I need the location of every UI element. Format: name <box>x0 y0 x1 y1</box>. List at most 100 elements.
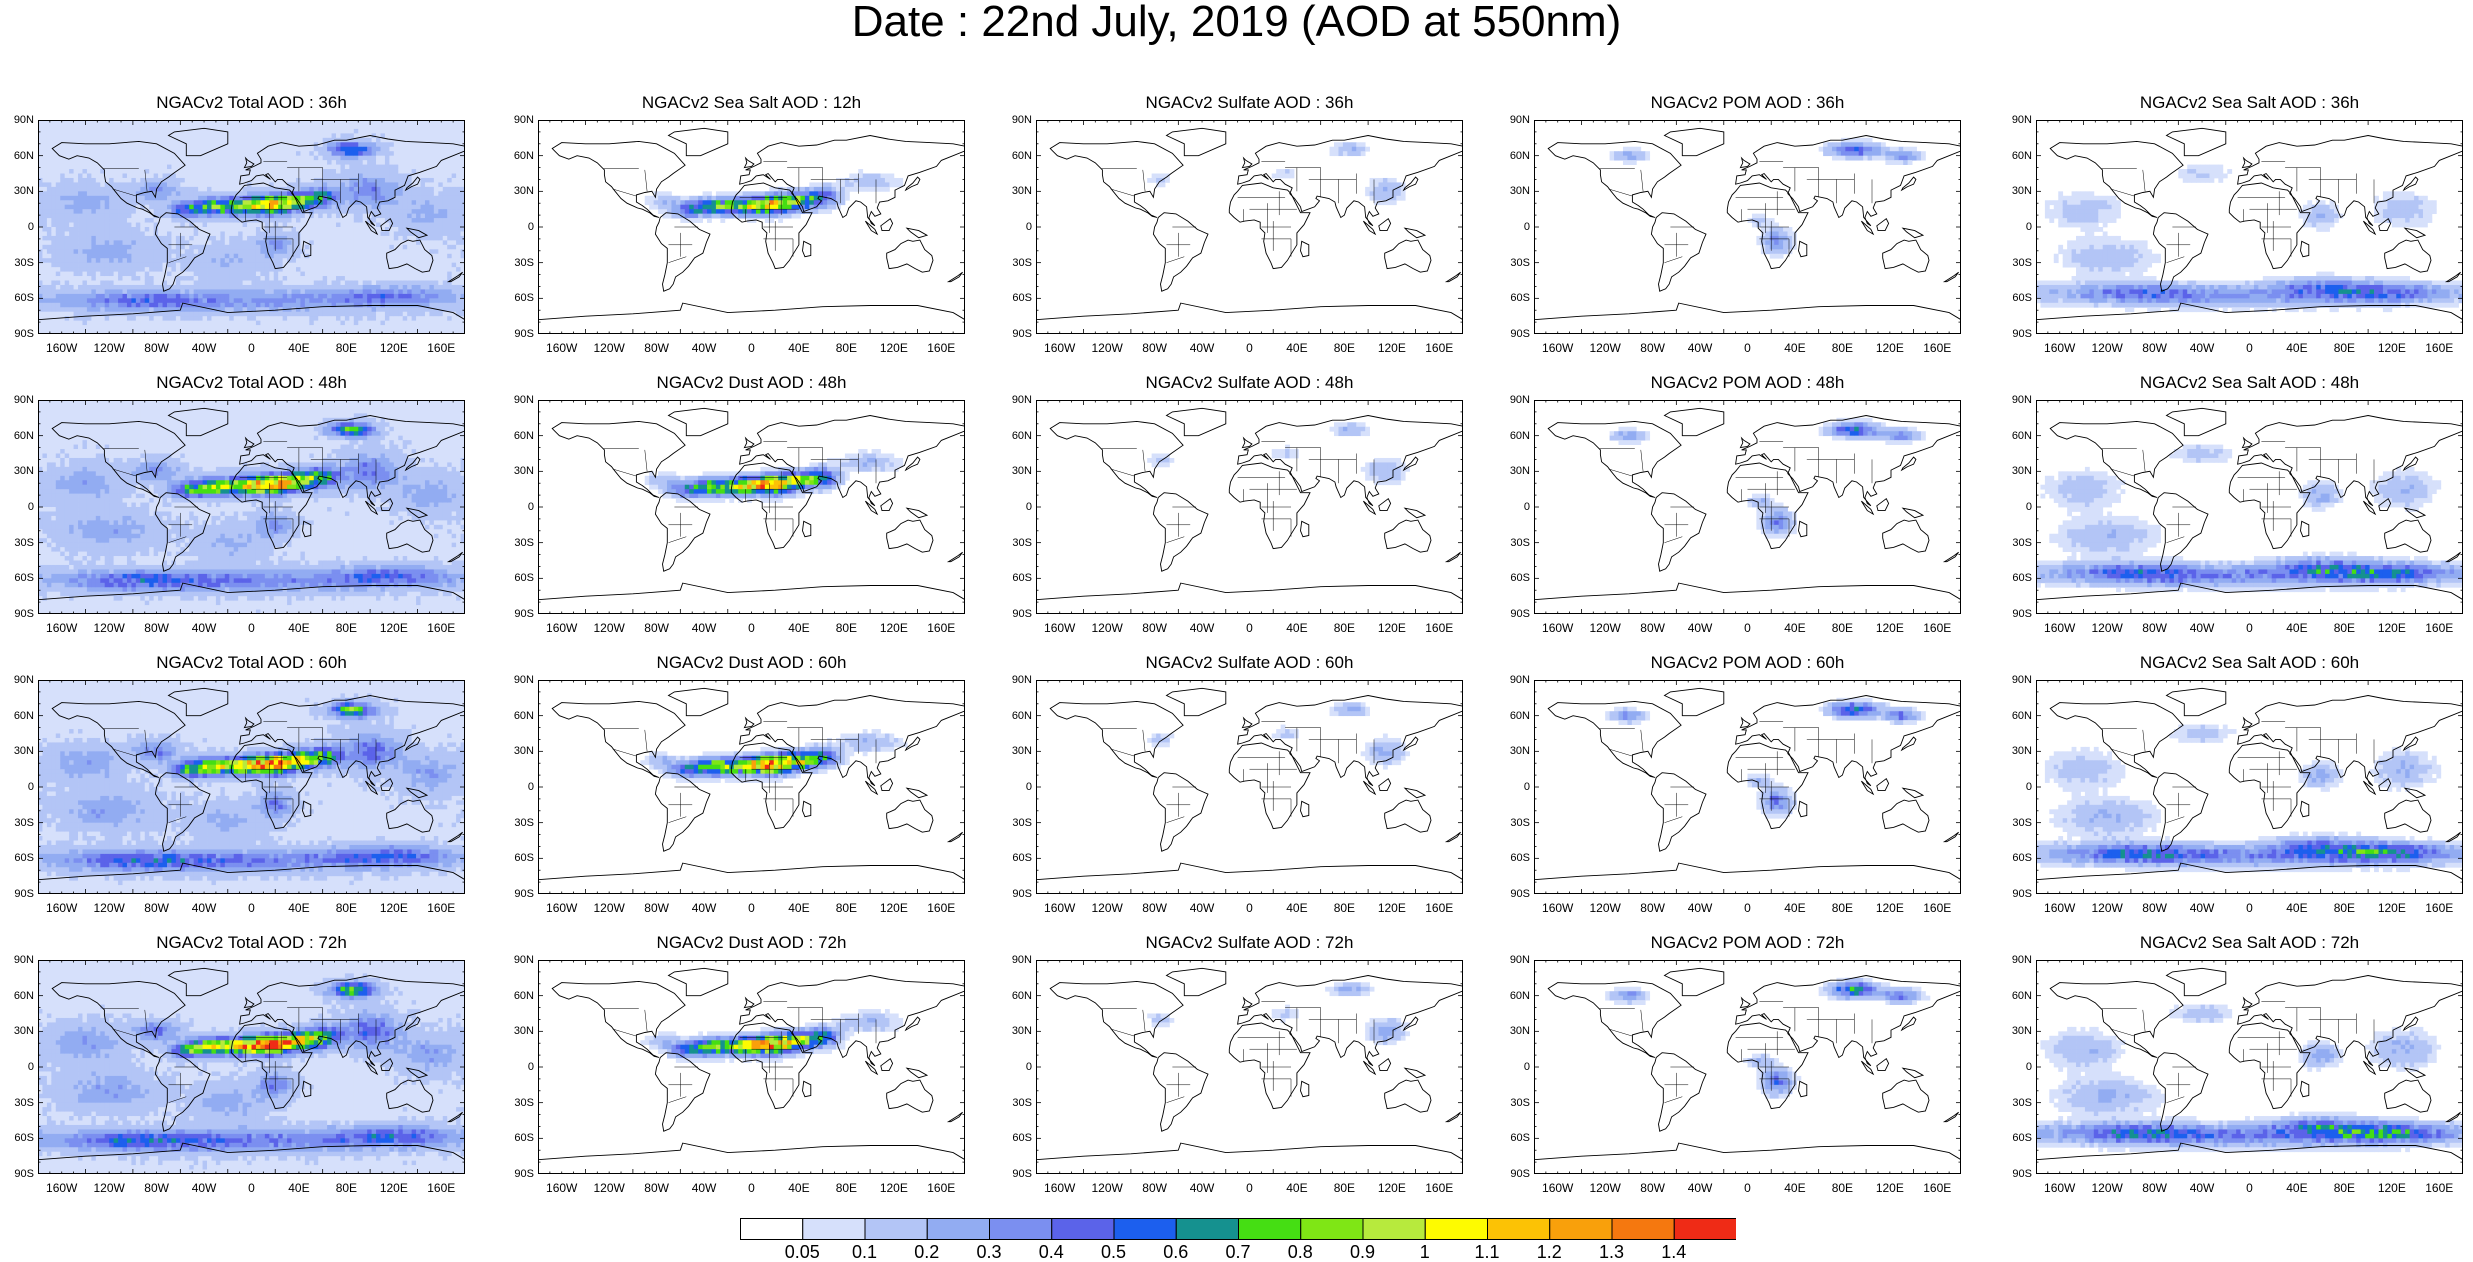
lon-tick-label: 80E <box>324 902 368 915</box>
lat-tick-label: 90N <box>1002 394 1032 406</box>
aod-map <box>1036 960 1463 1174</box>
lon-tick-label: 40W <box>1180 622 1224 635</box>
lat-tick-label: 60N <box>4 710 34 722</box>
colorbar-swatch <box>865 1219 927 1240</box>
lat-tick-label: 60N <box>2002 150 2032 162</box>
map-frame <box>539 681 965 894</box>
colorbar-label: 1.4 <box>1649 1243 1699 1261</box>
lon-tick-label: 120W <box>1085 342 1129 355</box>
coastlines <box>1036 968 1463 1174</box>
map-ticks <box>538 400 965 614</box>
lon-tick-label: 80E <box>324 342 368 355</box>
panel-title: NGACv2 Sea Salt AOD : 48h <box>2016 374 2473 392</box>
lat-tick-label: 90N <box>1002 674 1032 686</box>
lon-tick-label: 120E <box>372 902 416 915</box>
map-frame <box>539 121 965 334</box>
lat-tick-label: 60N <box>1002 710 1032 722</box>
panel-title: NGACv2 Sulfate AOD : 60h <box>1016 654 1483 672</box>
lon-tick-label: 40E <box>2275 342 2319 355</box>
lat-tick-label: 90S <box>1500 328 1530 340</box>
colorbar-swatch <box>1425 1219 1487 1240</box>
lon-tick-label: 40E <box>1773 902 1817 915</box>
lat-tick-label: 30S <box>504 537 534 549</box>
lat-tick-label: 90S <box>1002 1168 1032 1180</box>
lon-tick-label: 160W <box>540 342 584 355</box>
lat-tick-label: 30S <box>1002 537 1032 549</box>
lat-tick-label: 30S <box>4 1097 34 1109</box>
lon-tick-label: 0 <box>730 342 774 355</box>
lon-tick-label: 160E <box>419 622 463 635</box>
aod-field <box>645 449 903 503</box>
lat-tick-label: 30N <box>1002 465 1032 477</box>
lon-tick-label: 160E <box>1915 342 1959 355</box>
colorbar-label: 0.1 <box>840 1243 890 1261</box>
lon-tick-label: 160E <box>1417 342 1461 355</box>
colorbar-label: 0.3 <box>964 1243 1014 1261</box>
lon-tick-label: 120W <box>87 342 131 355</box>
lon-tick-label: 80E <box>1322 342 1366 355</box>
lat-tick-label: 60N <box>1002 990 1032 1002</box>
aod-map <box>2036 120 2463 334</box>
lon-tick-label: 0 <box>2228 342 2272 355</box>
lon-tick-label: 120W <box>87 622 131 635</box>
colorbar-swatch <box>1114 1219 1176 1240</box>
colorbar-label: 0.6 <box>1151 1243 1201 1261</box>
lon-tick-label: 80W <box>635 622 679 635</box>
lon-tick-label: 120E <box>872 902 916 915</box>
lat-tick-label: 90N <box>1500 954 1530 966</box>
lat-tick-label: 60S <box>2002 1132 2032 1144</box>
lon-tick-label: 120W <box>1583 622 1627 635</box>
panel-title: NGACv2 Dust AOD : 60h <box>518 654 985 672</box>
lat-tick-label: 60S <box>4 292 34 304</box>
lon-tick-label: 0 <box>2228 902 2272 915</box>
lat-tick-label: 90N <box>2002 954 2032 966</box>
lat-tick-label: 30N <box>4 465 34 477</box>
lat-tick-label: 90N <box>504 674 534 686</box>
colorbar-swatch <box>1176 1219 1238 1240</box>
lon-tick-label: 80W <box>2133 1182 2177 1195</box>
lon-tick-label: 160W <box>1536 342 1580 355</box>
lon-tick-label: 80E <box>1820 1182 1864 1195</box>
lon-tick-label: 120E <box>872 1182 916 1195</box>
map-frame <box>1037 961 1463 1174</box>
aod-field <box>1147 702 1410 769</box>
lon-tick-label: 160W <box>1038 902 1082 915</box>
colorbar-label: 0.7 <box>1213 1243 1263 1261</box>
lon-tick-label: 0 <box>1228 902 1272 915</box>
colorbar-label: 0.2 <box>902 1243 952 1261</box>
lat-tick-label: 30N <box>4 185 34 197</box>
lon-tick-label: 40W <box>2180 622 2224 635</box>
lon-tick-label: 80W <box>635 342 679 355</box>
lon-tick-label: 80E <box>1820 342 1864 355</box>
lon-tick-label: 160W <box>540 902 584 915</box>
lon-tick-label: 40E <box>1275 1182 1319 1195</box>
lon-tick-label: 160E <box>2417 902 2461 915</box>
lon-tick-label: 120E <box>1370 902 1414 915</box>
lat-tick-label: 30N <box>2002 185 2032 197</box>
lon-tick-label: 80E <box>824 622 868 635</box>
lat-tick-label: 0 <box>2002 221 2032 233</box>
lon-tick-label: 160W <box>1038 1182 1082 1195</box>
lat-tick-label: 90S <box>4 888 34 900</box>
lat-tick-label: 60N <box>504 990 534 1002</box>
map-ticks <box>1036 960 1463 1174</box>
lon-tick-label: 80W <box>2133 902 2177 915</box>
lon-tick-label: 40W <box>182 622 226 635</box>
lat-tick-label: 60S <box>2002 292 2032 304</box>
colorbar-swatch <box>1550 1219 1612 1240</box>
lon-tick-label: 40W <box>1678 622 1722 635</box>
lat-tick-label: 0 <box>1002 221 1032 233</box>
aod-field <box>1147 142 1405 205</box>
map-ticks <box>1036 120 1463 334</box>
lon-tick-label: 120W <box>1583 902 1627 915</box>
lon-tick-label: 0 <box>1228 342 1272 355</box>
lon-tick-label: 40E <box>1773 1182 1817 1195</box>
coastlines <box>1036 408 1463 614</box>
lat-tick-label: 0 <box>1500 221 1530 233</box>
lon-tick-label: 160E <box>1417 902 1461 915</box>
lat-tick-label: 30N <box>1002 745 1032 757</box>
lat-tick-label: 90N <box>1500 394 1530 406</box>
lon-tick-label: 40E <box>777 622 821 635</box>
colorbar-swatch <box>741 1219 803 1240</box>
